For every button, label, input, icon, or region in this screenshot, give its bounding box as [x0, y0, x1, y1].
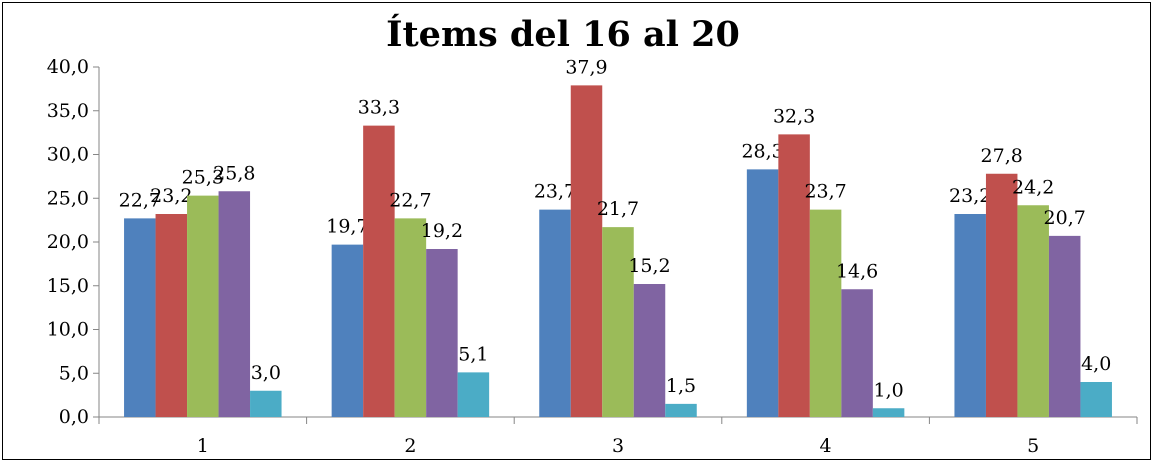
x-tick-label: 2 — [404, 435, 416, 457]
y-tick-label: 15,0 — [47, 275, 89, 297]
bar — [841, 289, 873, 417]
data-label: 25,8 — [213, 162, 255, 184]
bar — [570, 85, 603, 417]
bar — [331, 244, 364, 417]
data-label: 15,2 — [628, 255, 670, 277]
x-tick-label: 3 — [612, 435, 624, 457]
x-tick-label: 1 — [197, 435, 209, 457]
bar — [363, 125, 395, 417]
bar — [1048, 235, 1081, 417]
data-label: 27,8 — [981, 145, 1023, 167]
bar — [602, 227, 634, 417]
bar — [778, 134, 810, 417]
data-label: 28,3 — [741, 140, 783, 162]
x-tick-label: 4 — [820, 435, 832, 457]
data-label: 1,5 — [666, 375, 696, 397]
bar — [633, 284, 666, 417]
bar — [665, 403, 697, 417]
y-tick-label: 5,0 — [59, 362, 89, 384]
bar — [250, 390, 282, 417]
data-label: 21,7 — [597, 198, 639, 220]
bar — [394, 218, 427, 417]
data-label: 23,7 — [534, 181, 576, 203]
bar — [218, 191, 251, 417]
bar — [457, 372, 490, 417]
bar-chart: 0,0 5,0 10,0 15,0 20,0 25,0 30,0 35,0 40,0 1 2 3 4 5 2… — [47, 56, 1138, 457]
y-tick-label: 30,0 — [47, 144, 89, 166]
bar — [539, 209, 571, 417]
bar — [1080, 382, 1112, 417]
data-label: 22,7 — [389, 189, 431, 211]
bar — [954, 214, 986, 417]
y-tick-label: 0,0 — [59, 406, 89, 428]
bar — [809, 209, 842, 417]
data-label: 23,2 — [949, 185, 991, 207]
data-label: 4,0 — [1081, 353, 1111, 375]
y-tick-label: 25,0 — [47, 187, 89, 209]
bar — [124, 218, 156, 417]
bar — [872, 408, 905, 417]
bar — [746, 169, 779, 417]
data-label: 19,7 — [326, 216, 368, 238]
y-tick-label: 40,0 — [47, 56, 89, 78]
data-label: 37,9 — [565, 56, 607, 78]
x-tick-label: 5 — [1027, 435, 1039, 457]
bar — [426, 249, 458, 417]
data-label: 33,3 — [358, 97, 400, 119]
data-label: 1,0 — [873, 379, 903, 401]
data-label: 22,7 — [119, 189, 161, 211]
data-label: 24,2 — [1012, 176, 1054, 198]
bar — [155, 214, 188, 417]
y-tick-label: 35,0 — [47, 100, 89, 122]
data-label: 25,3 — [182, 167, 224, 189]
data-label: 32,3 — [773, 105, 815, 127]
data-label: 14,6 — [836, 260, 878, 282]
y-tick-label: 20,0 — [47, 231, 89, 253]
y-tick-label: 10,0 — [47, 319, 89, 341]
bar — [1017, 205, 1049, 417]
data-label: 5,1 — [458, 343, 488, 365]
bar — [187, 195, 219, 417]
bar — [985, 173, 1018, 417]
data-label: 20,7 — [1044, 207, 1086, 229]
chart-title: Ítems del 16 al 20 — [386, 14, 740, 55]
data-label: 23,2 — [150, 185, 192, 207]
data-label: 3,0 — [251, 362, 281, 384]
data-label: 19,2 — [421, 220, 463, 242]
data-label: 23,7 — [804, 181, 846, 203]
